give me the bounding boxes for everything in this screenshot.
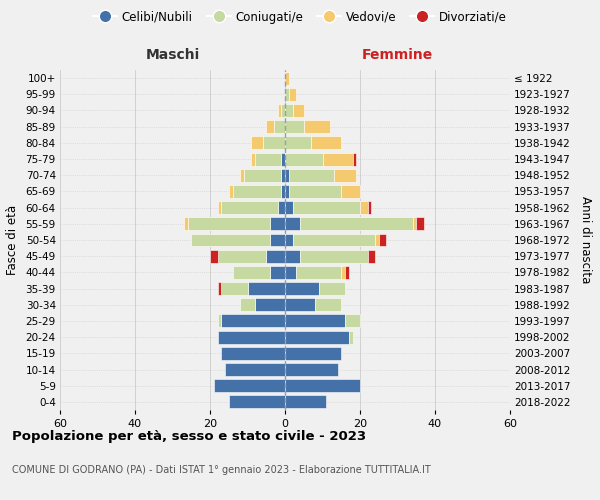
Bar [285,396,326,408]
Bar [277,201,285,214]
Bar [345,314,360,328]
Bar [341,266,345,279]
Bar [285,314,345,328]
Bar [285,218,300,230]
Bar [248,282,285,295]
Bar [367,250,375,262]
Y-axis label: Fasce di età: Fasce di età [5,205,19,275]
Bar [285,152,323,166]
Bar [285,298,315,311]
Y-axis label: Anni di nascita: Anni di nascita [579,196,592,284]
Bar [218,282,221,295]
Bar [315,298,341,311]
Bar [345,266,349,279]
Text: Maschi: Maschi [145,48,200,62]
Text: Femmine: Femmine [362,48,433,62]
Bar [296,266,341,279]
Bar [218,330,285,344]
Bar [300,250,367,262]
Bar [240,298,255,311]
Legend: Celibi/Nubili, Coniugati/e, Vedovi/e, Divorziati/e: Celibi/Nubili, Coniugati/e, Vedovi/e, Di… [89,6,511,28]
Bar [281,104,285,117]
Bar [277,104,281,117]
Bar [353,152,356,166]
Bar [349,330,353,344]
Bar [240,169,244,181]
Bar [285,282,319,295]
Bar [289,88,296,101]
Bar [184,218,187,230]
Bar [281,185,285,198]
Bar [293,234,375,246]
Bar [251,136,263,149]
Bar [225,363,285,376]
Bar [270,218,285,230]
Bar [221,282,248,295]
Bar [285,88,289,101]
Bar [300,218,413,230]
Bar [285,266,296,279]
Bar [274,120,285,133]
Bar [218,250,266,262]
Bar [285,330,349,344]
Bar [334,169,356,181]
Bar [255,298,285,311]
Bar [218,201,221,214]
Bar [233,185,281,198]
Bar [285,347,341,360]
Bar [214,379,285,392]
Bar [281,169,285,181]
Bar [244,169,281,181]
Bar [413,218,416,230]
Bar [221,347,285,360]
Text: COMUNE DI GODRANO (PA) - Dati ISTAT 1° gennaio 2023 - Elaborazione TUTTITALIA.IT: COMUNE DI GODRANO (PA) - Dati ISTAT 1° g… [12,465,431,475]
Bar [233,266,270,279]
Bar [263,136,285,149]
Bar [270,266,285,279]
Bar [266,250,285,262]
Bar [293,201,360,214]
Bar [221,314,285,328]
Bar [221,201,277,214]
Bar [285,201,293,214]
Bar [285,136,311,149]
Bar [375,234,379,246]
Bar [210,250,218,262]
Bar [229,185,233,198]
Bar [281,152,285,166]
Bar [289,185,341,198]
Bar [285,363,337,376]
Bar [270,234,285,246]
Bar [379,234,386,246]
Bar [289,169,334,181]
Bar [311,136,341,149]
Bar [285,185,289,198]
Bar [323,152,353,166]
Bar [285,104,293,117]
Bar [285,250,300,262]
Bar [218,314,221,328]
Bar [285,379,360,392]
Bar [304,120,330,133]
Bar [266,120,274,133]
Bar [187,218,270,230]
Bar [285,169,289,181]
Bar [229,396,285,408]
Bar [191,234,270,246]
Bar [360,201,367,214]
Bar [341,185,360,198]
Bar [285,120,304,133]
Bar [319,282,345,295]
Bar [285,234,293,246]
Bar [367,201,371,214]
Bar [293,104,304,117]
Bar [416,218,424,230]
Bar [255,152,281,166]
Bar [285,72,289,85]
Text: Popolazione per età, sesso e stato civile - 2023: Popolazione per età, sesso e stato civil… [12,430,366,443]
Bar [251,152,255,166]
